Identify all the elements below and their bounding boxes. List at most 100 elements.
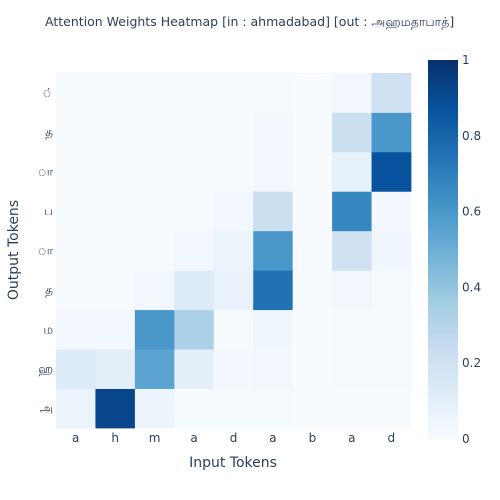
heatmap-cell bbox=[134, 73, 175, 113]
heatmap-cells bbox=[56, 73, 412, 429]
heatmap-cell bbox=[292, 73, 333, 113]
heatmap-cell bbox=[213, 388, 254, 429]
heatmap-cell bbox=[56, 112, 96, 153]
heatmap-cell bbox=[371, 230, 412, 271]
x-tick-label: a bbox=[269, 431, 276, 445]
heatmap-cell bbox=[95, 309, 136, 350]
heatmap-cell bbox=[134, 191, 175, 232]
heatmap-cell bbox=[95, 270, 136, 311]
y-tick-label: ஹ bbox=[38, 362, 53, 376]
y-tick-label: த bbox=[45, 283, 53, 297]
heatmap-cell bbox=[213, 230, 254, 271]
heatmap-cell bbox=[371, 388, 412, 429]
heatmap-cell bbox=[213, 112, 254, 153]
heatmap-cell bbox=[56, 230, 96, 271]
x-tick-label: a bbox=[72, 431, 79, 445]
heatmap-cell bbox=[213, 73, 254, 113]
heatmap-cell bbox=[292, 388, 333, 429]
heatmap-cell bbox=[253, 388, 294, 429]
heatmap-cell bbox=[371, 270, 412, 311]
heatmap-cell bbox=[332, 388, 372, 429]
y-tick-label: ம bbox=[43, 322, 53, 336]
heatmap-cell bbox=[332, 230, 372, 271]
heatmap-cell bbox=[371, 151, 412, 192]
heatmap-cell bbox=[174, 388, 215, 429]
heatmap-cell bbox=[56, 270, 96, 311]
heatmap-cell bbox=[253, 112, 294, 153]
y-axis-title: Output Tokens bbox=[6, 200, 22, 300]
heatmap-cell bbox=[253, 309, 294, 350]
heatmap-cell bbox=[332, 73, 372, 113]
colorbar-tick-labels: 0 0.2 0.4 0.6 0.8 1 bbox=[462, 53, 481, 446]
heatmap-cell bbox=[213, 191, 254, 232]
heatmap-cell bbox=[174, 73, 215, 113]
y-tick-labels: அ ஹ ம தா பா த் bbox=[38, 86, 54, 416]
heatmap-cell bbox=[371, 73, 412, 113]
heatmap-cell bbox=[332, 349, 372, 389]
x-tick-label: d bbox=[387, 431, 395, 445]
x-tick-label: a bbox=[348, 431, 355, 445]
heatmap-cell bbox=[56, 349, 96, 389]
heatmap-cell bbox=[292, 112, 333, 153]
heatmap-cell bbox=[332, 112, 372, 153]
heatmap-cell bbox=[174, 270, 215, 311]
heatmap-cell bbox=[134, 388, 175, 429]
heatmap-cell bbox=[56, 309, 96, 350]
y-tick-label: த bbox=[45, 125, 53, 139]
heatmap-cell bbox=[213, 151, 254, 192]
heatmap-cell bbox=[134, 112, 175, 153]
heatmap-cell bbox=[95, 349, 136, 389]
x-tick-label: d bbox=[230, 431, 238, 445]
y-tick-label: ா bbox=[38, 244, 54, 258]
x-tick-label: m bbox=[149, 431, 161, 445]
heatmap-cell bbox=[332, 151, 372, 192]
heatmap-cell bbox=[174, 309, 215, 350]
heatmap-cell bbox=[292, 270, 333, 311]
y-tick-label: ் bbox=[42, 86, 53, 100]
chart-title: Attention Weights Heatmap [in : ahmadaba… bbox=[45, 14, 454, 29]
colorbar-tick-label: 0.8 bbox=[462, 129, 481, 143]
heatmap-cell bbox=[95, 388, 136, 429]
colorbar-tick-label: 0 bbox=[462, 432, 470, 446]
heatmap-cell bbox=[292, 230, 333, 271]
heatmap-cell bbox=[292, 151, 333, 192]
colorbar-tick-label: 0.6 bbox=[462, 205, 481, 219]
x-axis-title: Input Tokens bbox=[189, 455, 277, 471]
heatmap-cell bbox=[371, 112, 412, 153]
colorbar bbox=[428, 60, 458, 439]
heatmap-cell bbox=[174, 349, 215, 389]
heatmap-cell bbox=[174, 230, 215, 271]
heatmap-cell bbox=[134, 230, 175, 271]
heatmap-cell bbox=[253, 230, 294, 271]
heatmap-cell bbox=[292, 191, 333, 232]
heatmap-cell bbox=[95, 112, 136, 153]
heatmap-cell bbox=[174, 191, 215, 232]
x-tick-label: h bbox=[111, 431, 119, 445]
heatmap-cell bbox=[253, 151, 294, 192]
heatmap-cell bbox=[213, 309, 254, 350]
heatmap-cell bbox=[332, 191, 372, 232]
heatmap-cell bbox=[371, 309, 412, 350]
colorbar-tick-label: 0.4 bbox=[462, 280, 481, 294]
heatmap-cell bbox=[95, 73, 136, 113]
heatmap-cell bbox=[253, 270, 294, 311]
y-tick-label: ா bbox=[38, 165, 54, 179]
heatmap-cell bbox=[253, 349, 294, 389]
heatmap-cell bbox=[95, 191, 136, 232]
y-tick-label: அ bbox=[40, 401, 53, 415]
heatmap-cell bbox=[56, 73, 96, 113]
x-tick-label: b bbox=[309, 431, 317, 445]
heatmap-cell bbox=[253, 73, 294, 113]
heatmap-cell bbox=[371, 349, 412, 389]
colorbar-tick-label: 0.2 bbox=[462, 356, 481, 370]
heatmap-cell bbox=[56, 191, 96, 232]
heatmap-cell bbox=[95, 151, 136, 192]
heatmap-cell bbox=[213, 270, 254, 311]
heatmap-cell bbox=[332, 309, 372, 350]
y-tick-label: ப bbox=[44, 204, 53, 218]
heatmap-cell bbox=[213, 349, 254, 389]
x-tick-label: a bbox=[190, 431, 197, 445]
heatmap-cell bbox=[134, 349, 175, 389]
